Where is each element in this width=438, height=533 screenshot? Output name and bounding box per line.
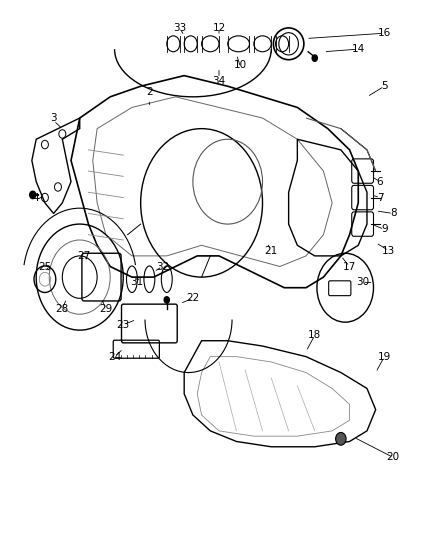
Text: 18: 18 <box>308 330 321 341</box>
Text: 30: 30 <box>356 277 369 287</box>
Text: 10: 10 <box>234 60 247 70</box>
Circle shape <box>164 297 170 303</box>
Text: 16: 16 <box>378 28 391 38</box>
Text: 25: 25 <box>38 262 52 271</box>
Text: 24: 24 <box>108 352 121 361</box>
Circle shape <box>312 55 318 61</box>
Text: 12: 12 <box>212 23 226 33</box>
Text: 23: 23 <box>117 320 130 330</box>
Text: 4: 4 <box>33 192 39 203</box>
Circle shape <box>336 432 346 445</box>
Text: 8: 8 <box>390 208 396 219</box>
Text: 3: 3 <box>50 113 57 123</box>
Text: 21: 21 <box>265 246 278 256</box>
Circle shape <box>30 191 36 199</box>
Text: 33: 33 <box>173 23 187 33</box>
Text: 29: 29 <box>99 304 113 314</box>
Text: 22: 22 <box>186 293 200 303</box>
Text: 32: 32 <box>156 262 169 271</box>
Text: 7: 7 <box>377 192 383 203</box>
Text: 19: 19 <box>378 352 391 361</box>
Text: 20: 20 <box>386 453 399 463</box>
Text: 13: 13 <box>382 246 396 256</box>
Text: 5: 5 <box>381 81 388 91</box>
Text: 34: 34 <box>212 76 226 86</box>
Text: 14: 14 <box>352 44 365 54</box>
Text: 9: 9 <box>381 224 388 235</box>
Text: 27: 27 <box>78 251 91 261</box>
Text: 17: 17 <box>343 262 356 271</box>
Text: 6: 6 <box>377 176 383 187</box>
Text: 28: 28 <box>56 304 69 314</box>
Text: 31: 31 <box>130 277 143 287</box>
Text: 2: 2 <box>146 86 153 96</box>
